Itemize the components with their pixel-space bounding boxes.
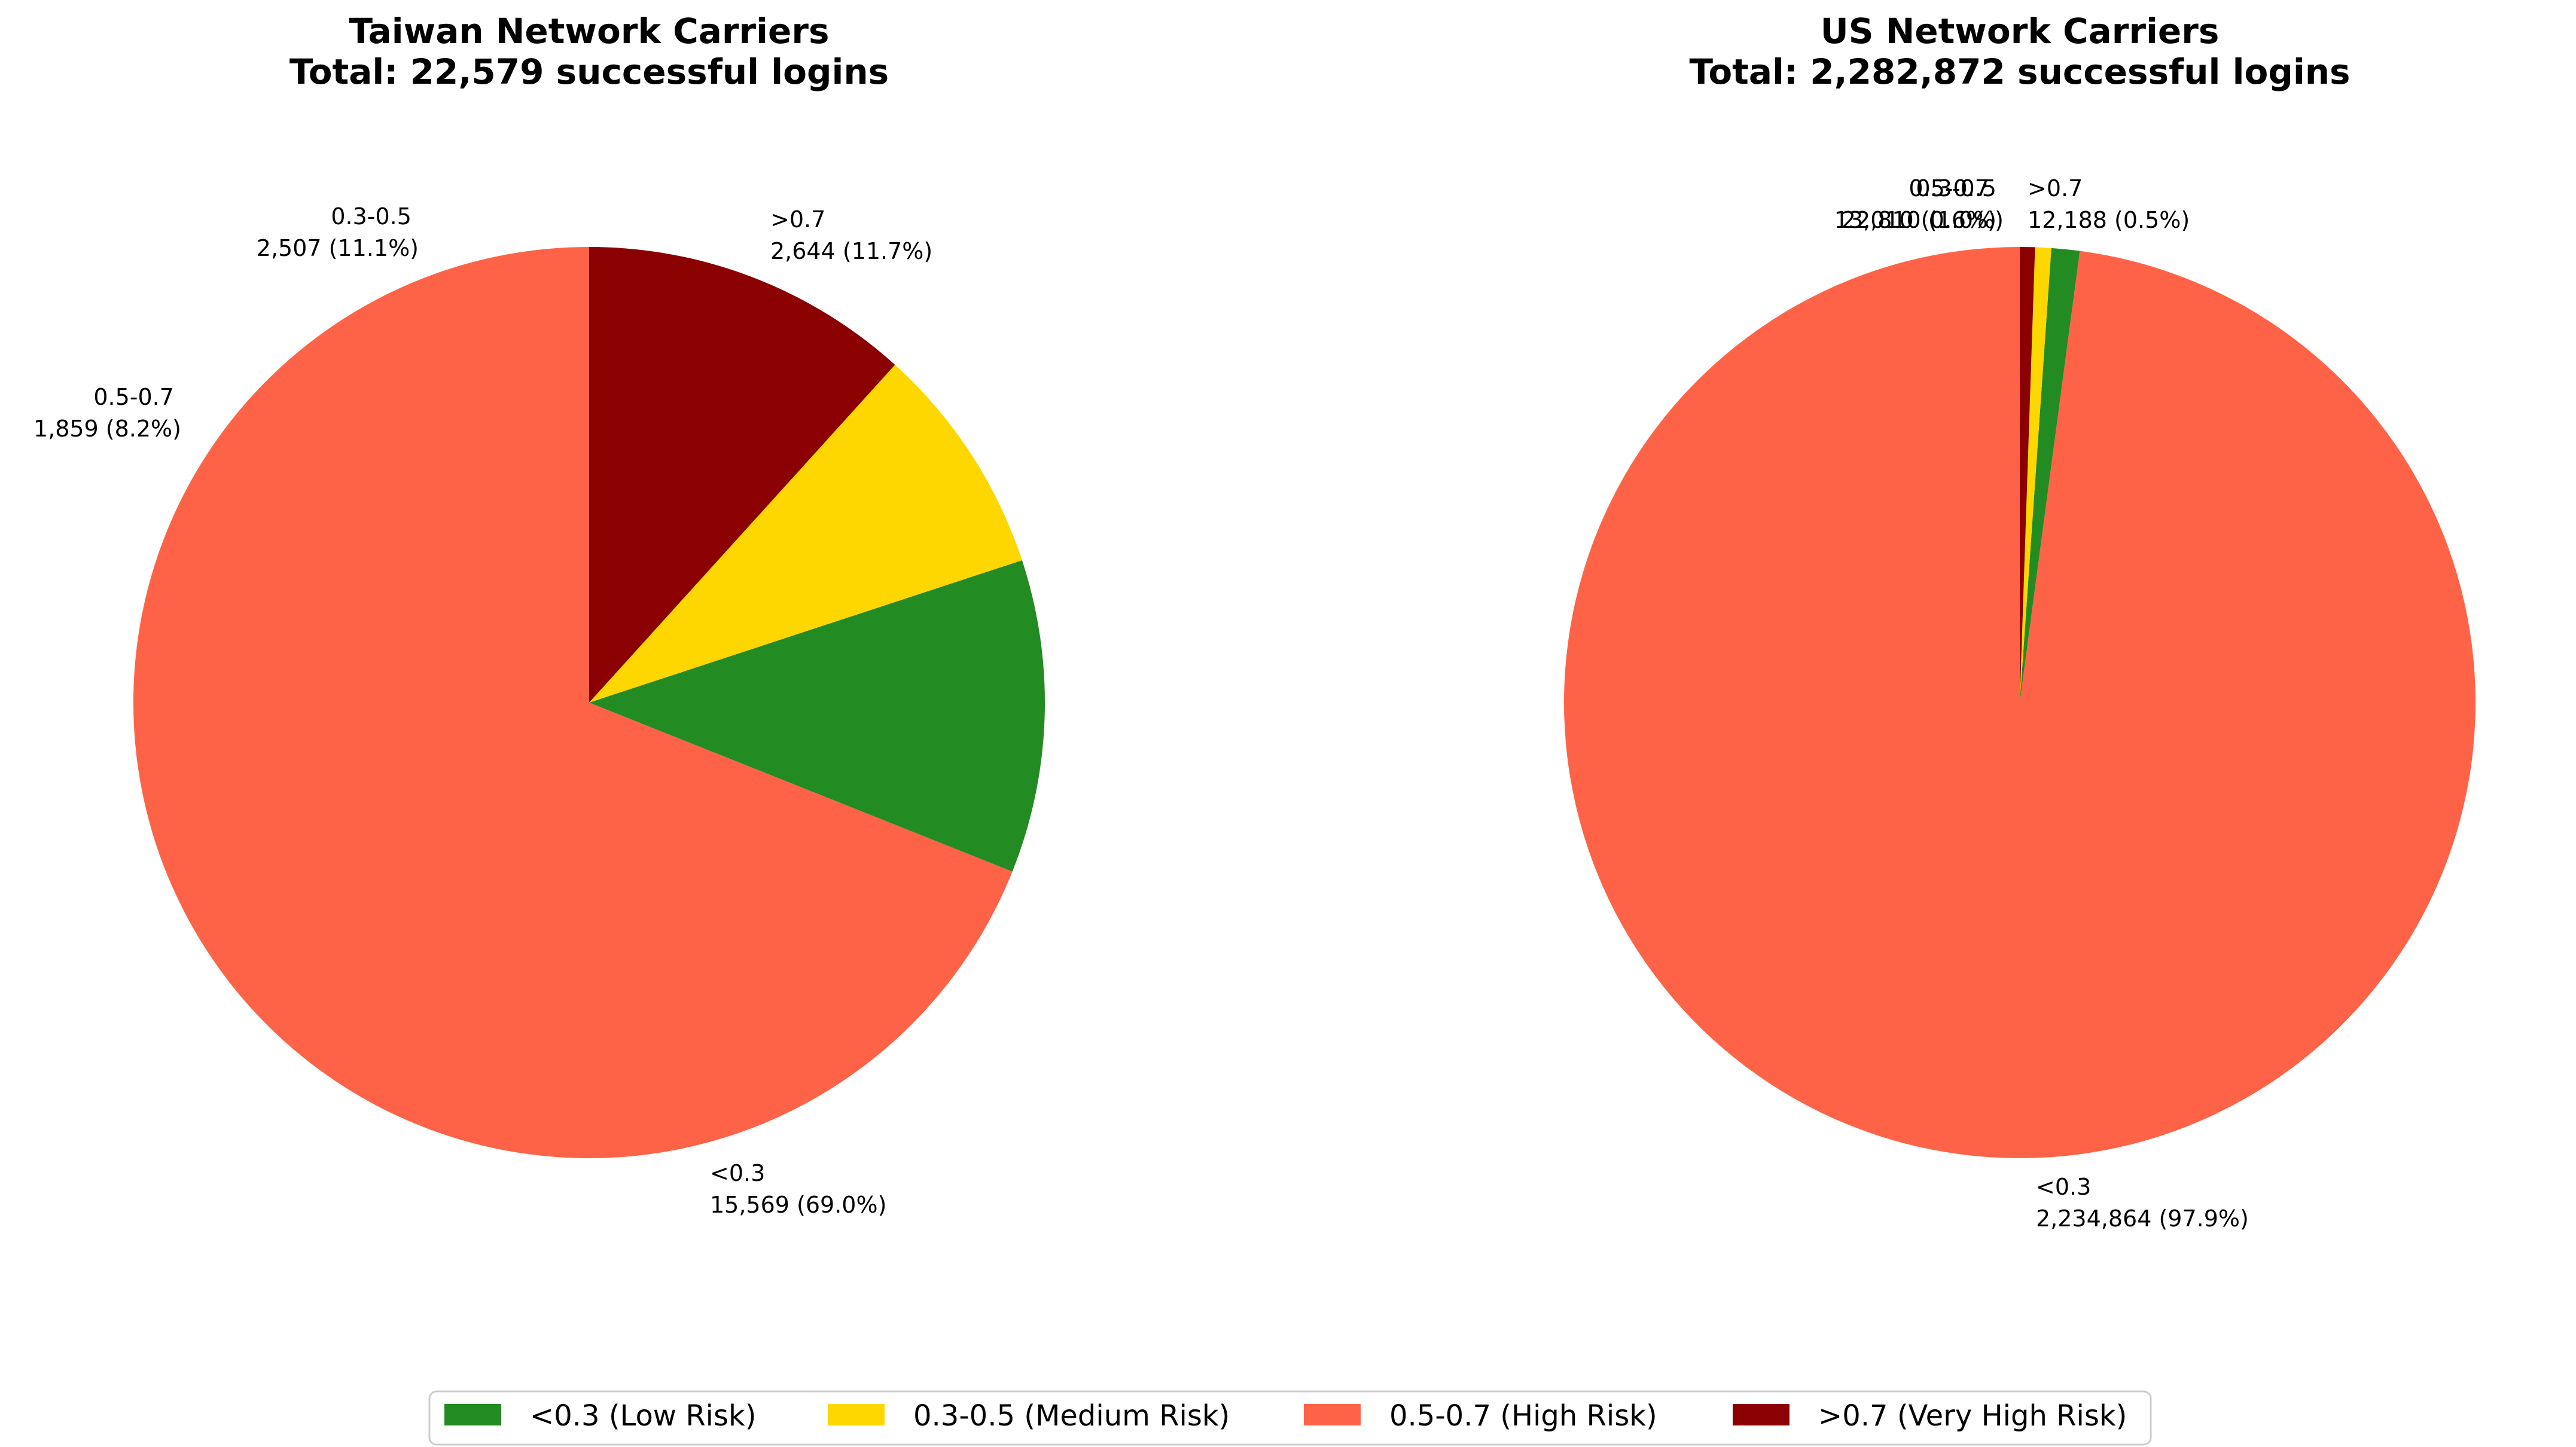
slice-labels-taiwan: <0.3 15,569 (69.0%) 0.3-0.5 2,507 (11.1%…	[33, 203, 932, 1218]
slice-value-taiwan-s3: 1,859 (8.2%)	[33, 416, 181, 442]
slice-value-us-s3: 13,010 (0.6%)	[1834, 207, 1996, 233]
pie-slice-us-s4	[2020, 247, 2035, 703]
legend-item-high-risk: 0.5-0.7 (High Risk)	[1304, 1399, 1657, 1433]
pie-slice-taiwan-s2	[589, 560, 1045, 872]
pie-slice-us-s2	[2020, 248, 2080, 703]
legend-swatch-very-high-risk	[1733, 1404, 1790, 1425]
legend-swatch-high-risk	[1304, 1404, 1361, 1425]
pie-slice-taiwan-s1	[133, 247, 1013, 1159]
pie-slices-us	[1564, 247, 2476, 1159]
slice-label-taiwan-s2: 0.3-0.5 2,507 (11.1%)	[257, 203, 419, 261]
legend-label-low-risk: <0.3 (Low Risk)	[530, 1399, 757, 1433]
slice-label-us-s2: 0.3-0.5 22,810 (1.0%)	[1842, 175, 2004, 233]
legend-item-low-risk: <0.3 (Low Risk)	[444, 1399, 757, 1433]
slice-value-us-s2: 22,810 (1.0%)	[1842, 207, 2004, 233]
slice-label-taiwan-s4: >0.7 2,644 (11.7%)	[770, 206, 932, 264]
legend: <0.3 (Low Risk) 0.3-0.5 (Medium Risk) 0.…	[428, 1390, 2152, 1446]
slice-value-taiwan-s4: 2,644 (11.7%)	[770, 238, 932, 264]
legend-item-very-high-risk: >0.7 (Very High Risk)	[1733, 1399, 2127, 1433]
slice-label-us-s4: >0.7 12,188 (0.5%)	[2028, 175, 2190, 233]
legend-item-medium-risk: 0.3-0.5 (Medium Risk)	[828, 1399, 1230, 1433]
slice-value-us-s4: 12,188 (0.5%)	[2028, 207, 2190, 233]
pie-slice-us-s3	[2020, 247, 2051, 703]
pie-slice-us-s1	[1564, 247, 2476, 1159]
chart-subtitle-us: Total: 2,282,872 successful logins	[1689, 51, 2350, 92]
slice-value-taiwan-s2: 2,507 (11.1%)	[257, 235, 419, 261]
pie-slices-taiwan	[133, 247, 1045, 1159]
slice-label-taiwan-s1: <0.3 15,569 (69.0%)	[710, 1160, 886, 1218]
pie-slice-taiwan-s3	[589, 365, 1022, 703]
legend-swatch-low-risk	[444, 1404, 501, 1425]
slice-labels-us: <0.3 2,234,864 (97.9%) 0.3-0.5 22,810 (1…	[1834, 175, 2249, 1232]
legend-label-high-risk: 0.5-0.7 (High Risk)	[1389, 1399, 1657, 1433]
pie-slice-taiwan-s4	[589, 247, 895, 703]
slice-label-us-s3: 0.5-0.7 13,010 (0.6%)	[1834, 175, 1996, 233]
slice-value-taiwan-s1: 15,569 (69.0%)	[710, 1192, 886, 1218]
chart-title-taiwan: Taiwan Network Carriers	[349, 11, 830, 51]
legend-swatch-medium-risk	[828, 1404, 885, 1425]
chart-title-us: US Network Carriers	[1821, 11, 2220, 51]
slice-label-us-s1: <0.3 2,234,864 (97.9%)	[2036, 1174, 2249, 1232]
slice-value-us-s1: 2,234,864 (97.9%)	[2036, 1205, 2249, 1232]
slice-label-taiwan-s3: 0.5-0.7 1,859 (8.2%)	[33, 384, 181, 442]
legend-label-medium-risk: 0.3-0.5 (Medium Risk)	[913, 1399, 1230, 1433]
legend-label-very-high-risk: >0.7 (Very High Risk)	[1818, 1399, 2127, 1433]
pie-chart-us: US Network Carriers Total: 2,282,872 suc…	[1564, 11, 2476, 1232]
chart-subtitle-taiwan: Total: 22,579 successful logins	[289, 51, 889, 92]
pie-chart-taiwan: Taiwan Network Carriers Total: 22,579 su…	[33, 11, 1045, 1218]
